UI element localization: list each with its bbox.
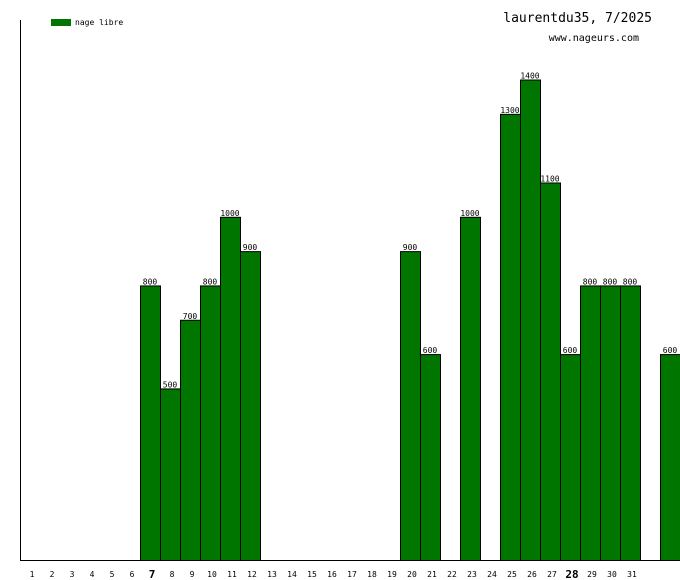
value-label-day-20: 1000	[460, 209, 479, 218]
bar-day-27	[600, 285, 621, 561]
x-tick-2: 2	[50, 570, 55, 579]
bar-day-18	[420, 354, 441, 561]
value-label-day-7: 800	[203, 277, 218, 286]
value-label-day-9: 900	[243, 243, 258, 252]
x-tick-1: 1	[30, 570, 35, 579]
x-tick-18: 18	[367, 570, 377, 579]
bars-group	[140, 79, 680, 562]
bar-day-23	[520, 79, 541, 562]
x-tick-9: 9	[190, 570, 195, 579]
x-tick-5: 5	[110, 570, 115, 579]
chart-subtitle: www.nageurs.com	[549, 33, 639, 44]
chart-title: laurentdu35, 7/2025	[503, 11, 652, 26]
x-tick-16: 16	[327, 570, 337, 579]
value-label-day-18: 600	[423, 346, 438, 355]
x-tick-24: 24	[487, 570, 497, 579]
value-label-day-17: 900	[403, 243, 418, 252]
value-label-day-4: 800	[143, 277, 158, 286]
value-label-day-23: 1400	[520, 72, 539, 81]
value-label-day-6: 700	[183, 312, 198, 321]
x-ticks-group: 1 2 3 4 5 6 7 8 9 10 11 12 13 14 15 16 17 18 19 20 21 22 23 24 2…	[30, 568, 637, 580]
x-tick-23: 23	[467, 570, 477, 579]
x-tick-29: 29	[587, 570, 597, 579]
x-tick-13: 13	[267, 570, 277, 579]
bar-day-20	[460, 216, 481, 562]
x-tick-20: 20	[407, 570, 417, 579]
bar-day-6	[180, 319, 201, 562]
x-tick-19: 19	[387, 570, 397, 579]
x-tick-12: 12	[247, 570, 257, 579]
x-tick-28: 28	[565, 568, 578, 580]
bar-day-25	[560, 354, 581, 561]
legend-label: nage libre	[75, 18, 123, 27]
value-label-day-26: 800	[583, 277, 598, 286]
bar-day-28	[620, 285, 641, 561]
value-label-day-22: 1300	[500, 106, 519, 115]
bar-day-24	[540, 182, 561, 561]
value-label-day-27: 800	[603, 277, 618, 286]
x-tick-25: 25	[507, 570, 517, 579]
x-tick-8: 8	[170, 570, 175, 579]
bar-day-30	[660, 354, 680, 561]
bar-day-22	[500, 113, 521, 561]
x-tick-15: 15	[307, 570, 317, 579]
x-tick-27: 27	[547, 570, 557, 579]
value-label-day-8: 1000	[220, 209, 239, 218]
x-tick-22: 22	[447, 570, 457, 579]
legend-swatch	[51, 19, 71, 26]
x-tick-31: 31	[627, 570, 637, 579]
value-label-day-5: 500	[163, 380, 178, 389]
x-tick-26: 26	[527, 570, 537, 579]
value-labels-group: 800 500 700 800 1000 900 900 600 1000 1300 1400 110…	[143, 72, 678, 390]
bar-day-4	[140, 285, 161, 561]
x-tick-6: 6	[130, 570, 135, 579]
bar-day-7	[200, 285, 221, 561]
x-tick-3: 3	[70, 570, 75, 579]
value-label-day-28: 800	[623, 277, 638, 286]
value-label-day-25: 600	[563, 346, 578, 355]
value-label-day-24: 1100	[540, 174, 559, 183]
bar-day-26	[580, 285, 601, 561]
bar-day-8	[220, 216, 241, 562]
x-tick-7: 7	[149, 568, 156, 580]
bar-day-17	[400, 251, 421, 561]
bar-day-9	[240, 251, 261, 561]
x-tick-17: 17	[347, 570, 357, 579]
x-tick-21: 21	[427, 570, 437, 579]
x-tick-11: 11	[227, 570, 237, 579]
x-tick-30: 30	[607, 570, 617, 579]
value-label-day-30: 600	[663, 346, 678, 355]
x-tick-4: 4	[90, 570, 95, 579]
x-tick-14: 14	[287, 570, 297, 579]
bar-day-5	[160, 388, 181, 561]
x-tick-10: 10	[207, 570, 217, 579]
